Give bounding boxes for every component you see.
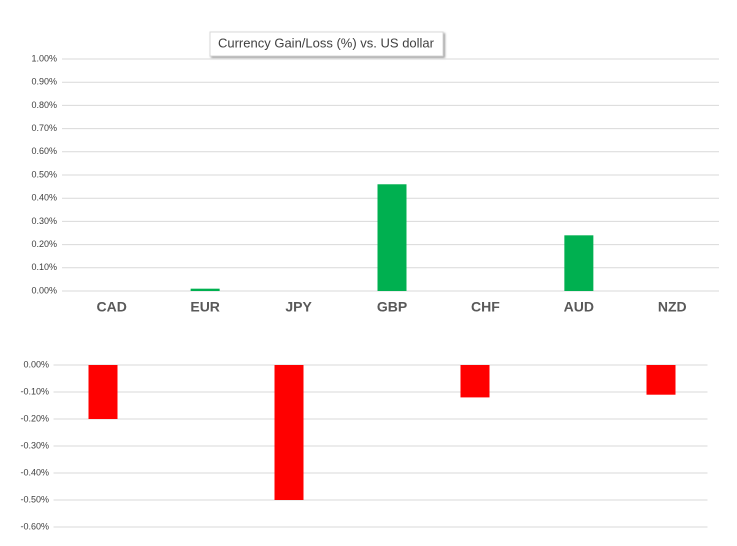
x-tick-label: JPY (285, 299, 312, 315)
bar (377, 184, 407, 291)
y-tick-label: 0.00% (23, 359, 49, 369)
bar (190, 288, 220, 291)
y-tick-label: 0.80% (31, 100, 57, 110)
y-tick-label: 0.10% (31, 262, 57, 272)
bar (646, 365, 676, 395)
y-tick-label: -0.20% (20, 413, 49, 423)
y-tick-label: 0.70% (31, 123, 57, 133)
bar (564, 235, 594, 291)
title-box (209, 31, 444, 57)
y-tick-label: 0.00% (31, 285, 57, 295)
x-tick-label: EUR (190, 299, 220, 315)
chart-title: Currency Gain/Loss (%) vs. US dollar (218, 35, 435, 50)
y-tick-label: -0.30% (20, 440, 49, 450)
y-tick-label: 0.50% (31, 169, 57, 179)
y-tick-label: -0.50% (20, 494, 49, 504)
y-tick-label: 0.30% (31, 216, 57, 226)
y-tick-label: 1.00% (31, 53, 57, 63)
y-tick-label: 0.20% (31, 239, 57, 249)
y-tick-label: 0.90% (31, 77, 57, 87)
x-tick-label: CHF (471, 299, 500, 315)
y-tick-label: -0.40% (20, 467, 49, 477)
bar (88, 365, 118, 419)
y-tick-label: 0.40% (31, 193, 57, 203)
bar (460, 365, 490, 398)
x-tick-label: AUD (564, 299, 594, 315)
y-tick-label: -0.10% (20, 386, 49, 396)
x-tick-label: NZD (658, 299, 687, 315)
x-tick-label: CAD (97, 299, 127, 315)
bar (274, 365, 304, 500)
y-tick-label: 0.60% (31, 146, 57, 156)
x-tick-label: GBP (377, 299, 407, 315)
y-tick-label: -0.60% (20, 521, 49, 531)
